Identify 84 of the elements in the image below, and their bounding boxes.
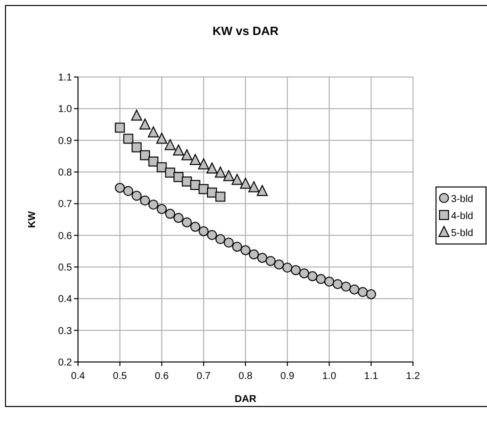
point [174,172,184,182]
x-tick-label: 0.8 [238,371,253,382]
point [182,176,192,186]
point [156,204,167,214]
x-tick-label: 0.4 [71,371,86,382]
point [174,212,184,223]
y-tick-label: 0.9 [58,136,72,147]
point [148,126,159,138]
x-axis-title: DAR [234,394,258,405]
point [123,186,134,196]
point [316,274,326,284]
point [165,168,176,178]
x-tick-label: 0.7 [196,371,212,382]
point [206,162,218,174]
x-tick-label: 1.2 [406,371,420,382]
point [232,242,242,252]
point [148,156,158,167]
point [114,182,125,193]
point [257,252,268,263]
y-tick-label: 0.4 [58,294,72,306]
point [324,276,334,287]
point [224,238,234,248]
legend-label: 3-bld [451,194,474,205]
y-tick-label: 0.8 [58,168,72,178]
legend-label: 4-bld [451,211,474,222]
x-tick-label: 0.9 [280,371,295,382]
point [358,287,368,298]
point [156,162,167,172]
chart-title: KW vs DAR [212,24,279,38]
point [198,184,209,194]
point [132,142,142,152]
point [215,234,226,244]
point [299,268,310,278]
y-tick-label: 0.7 [58,199,72,210]
point [140,150,150,160]
point [156,132,168,144]
x-tick-label: 0.5 [112,371,128,382]
y-tick-label: 0.3 [58,326,72,337]
point [132,190,142,201]
point [190,154,201,165]
y-axis-title: KW [27,210,38,228]
point [148,200,158,210]
point [182,217,192,228]
legend-label: 5-bld [451,228,474,239]
point [207,188,217,198]
point [223,170,234,182]
point [190,222,200,232]
point [282,262,292,273]
point [256,185,268,196]
y-tick-label: 0.6 [58,230,72,242]
point [274,259,284,270]
point [140,118,150,130]
x-tick-label: 1.1 [364,371,379,382]
point [240,245,250,256]
y-tick-label: 1.1 [58,72,72,84]
point [181,149,192,160]
y-tick-label: 0.2 [58,358,72,368]
point [240,178,251,189]
point [214,166,226,178]
point [248,249,259,260]
point [332,279,343,290]
y-tick-label: 1.0 [58,104,72,116]
point [266,256,276,266]
point [131,110,142,121]
point [173,144,184,156]
point [366,289,376,300]
x-tick-label: 1.0 [322,371,337,382]
point [165,208,176,219]
point [123,134,134,144]
point [341,282,351,292]
point [290,265,301,276]
x-tick-label: 0.6 [154,371,170,382]
point [164,139,176,150]
point [232,174,243,185]
point [349,284,360,294]
point [198,158,210,170]
point [215,192,226,202]
point [248,181,260,192]
point [207,230,217,240]
point [140,196,150,206]
point [308,271,318,282]
y-tick-label: 0.5 [58,262,72,274]
point [198,226,209,236]
point [114,122,125,133]
